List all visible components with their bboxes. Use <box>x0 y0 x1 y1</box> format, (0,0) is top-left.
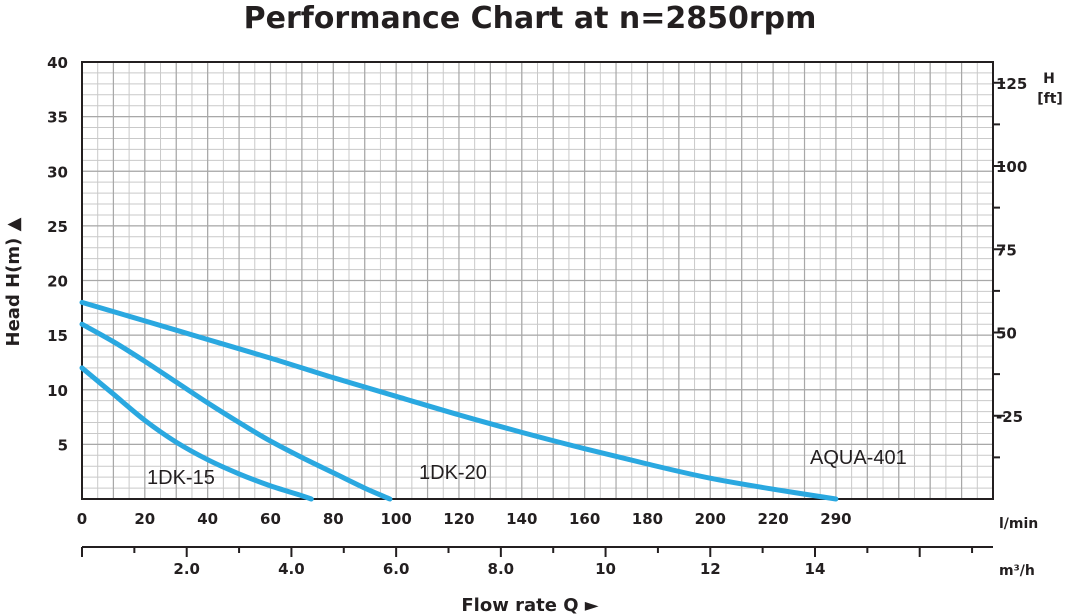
ft-tick-label: 100 <box>996 158 1027 176</box>
y-tick-label: 20 <box>47 273 68 291</box>
y-axis-label: Head H(m) ▲ <box>3 217 24 346</box>
ft-tick-label: 75 <box>996 241 1017 259</box>
series-line-aqua-401 <box>79 299 839 502</box>
right-axis-label: H <box>1043 71 1055 87</box>
series-label-1dk-20: 1DK-20 <box>419 462 487 484</box>
x-tick-label: 60 <box>260 510 281 528</box>
y-axis-ticks: 5 10 15 20 25 30 35 40 <box>47 54 68 454</box>
series-line-1dk-20 <box>79 321 393 502</box>
m3h-tick-label: 4.0 <box>278 560 305 578</box>
x-tick-label: 20 <box>134 510 155 528</box>
x-tick-label: 160 <box>569 510 600 528</box>
y-axis-label-text: Head H(m) <box>3 238 24 347</box>
x-tick-label: 200 <box>695 510 726 528</box>
ft-axis-ticks: -25 50 75 100 125 <box>993 75 1027 459</box>
ft-tick-label: 125 <box>996 75 1027 93</box>
m3h-tick-label: 10 <box>595 560 616 578</box>
x-tick-label: 80 <box>323 510 344 528</box>
y-tick-label: 30 <box>47 163 68 181</box>
y-tick-label: 10 <box>47 382 68 400</box>
y-tick-label: 40 <box>47 54 68 72</box>
x-axis-ticks: 0 20 40 60 80 100 120 140 160 180 200 220 290 <box>77 510 852 528</box>
y-tick-label: 15 <box>47 327 68 345</box>
m3h-tick-label: 12 <box>700 560 721 578</box>
x-axis-label-text: Flow rate Q <box>461 595 578 616</box>
chart-title: Performance Chart at n=2850rpm <box>244 1 817 36</box>
m3h-tick-label: 8.0 <box>488 560 515 578</box>
x-tick-label: 140 <box>506 510 537 528</box>
x-unit-secondary: m³/h <box>999 563 1035 579</box>
x-tick-label: 180 <box>632 510 663 528</box>
ft-tick-label: 50 <box>996 325 1017 343</box>
m3h-tick-label: 14 <box>805 560 826 578</box>
y-tick-label: 35 <box>47 109 68 127</box>
y-tick-label: 5 <box>58 436 68 454</box>
m3h-tick-label: 2.0 <box>173 560 200 578</box>
y-tick-label: 25 <box>47 218 68 236</box>
m3h-axis-ticks: 2.0 4.0 6.0 8.0 10 12 14 <box>81 547 974 578</box>
ft-tick-label: -25 <box>996 408 1023 426</box>
x-tick-label: 100 <box>380 510 411 528</box>
series-line-1dk-15 <box>79 365 314 502</box>
right-axis-unit: [ft] <box>1037 91 1063 107</box>
x-tick-label: 290 <box>820 510 851 528</box>
major-grid <box>82 62 993 499</box>
series-lines <box>79 299 839 502</box>
x-tick-label: 220 <box>757 510 788 528</box>
x-axis-label: Flow rate Q ► <box>461 595 598 616</box>
x-tick-label: 120 <box>443 510 474 528</box>
plot-frame <box>81 61 994 500</box>
series-label-1dk-15: 1DK-15 <box>147 467 215 489</box>
series-label-aqua-401: AQUA-401 <box>810 447 907 469</box>
x-tick-label: 0 <box>77 510 87 528</box>
m3h-tick-label: 6.0 <box>383 560 410 578</box>
x-tick-label: 40 <box>197 510 218 528</box>
x-unit-primary: l/min <box>999 516 1038 532</box>
